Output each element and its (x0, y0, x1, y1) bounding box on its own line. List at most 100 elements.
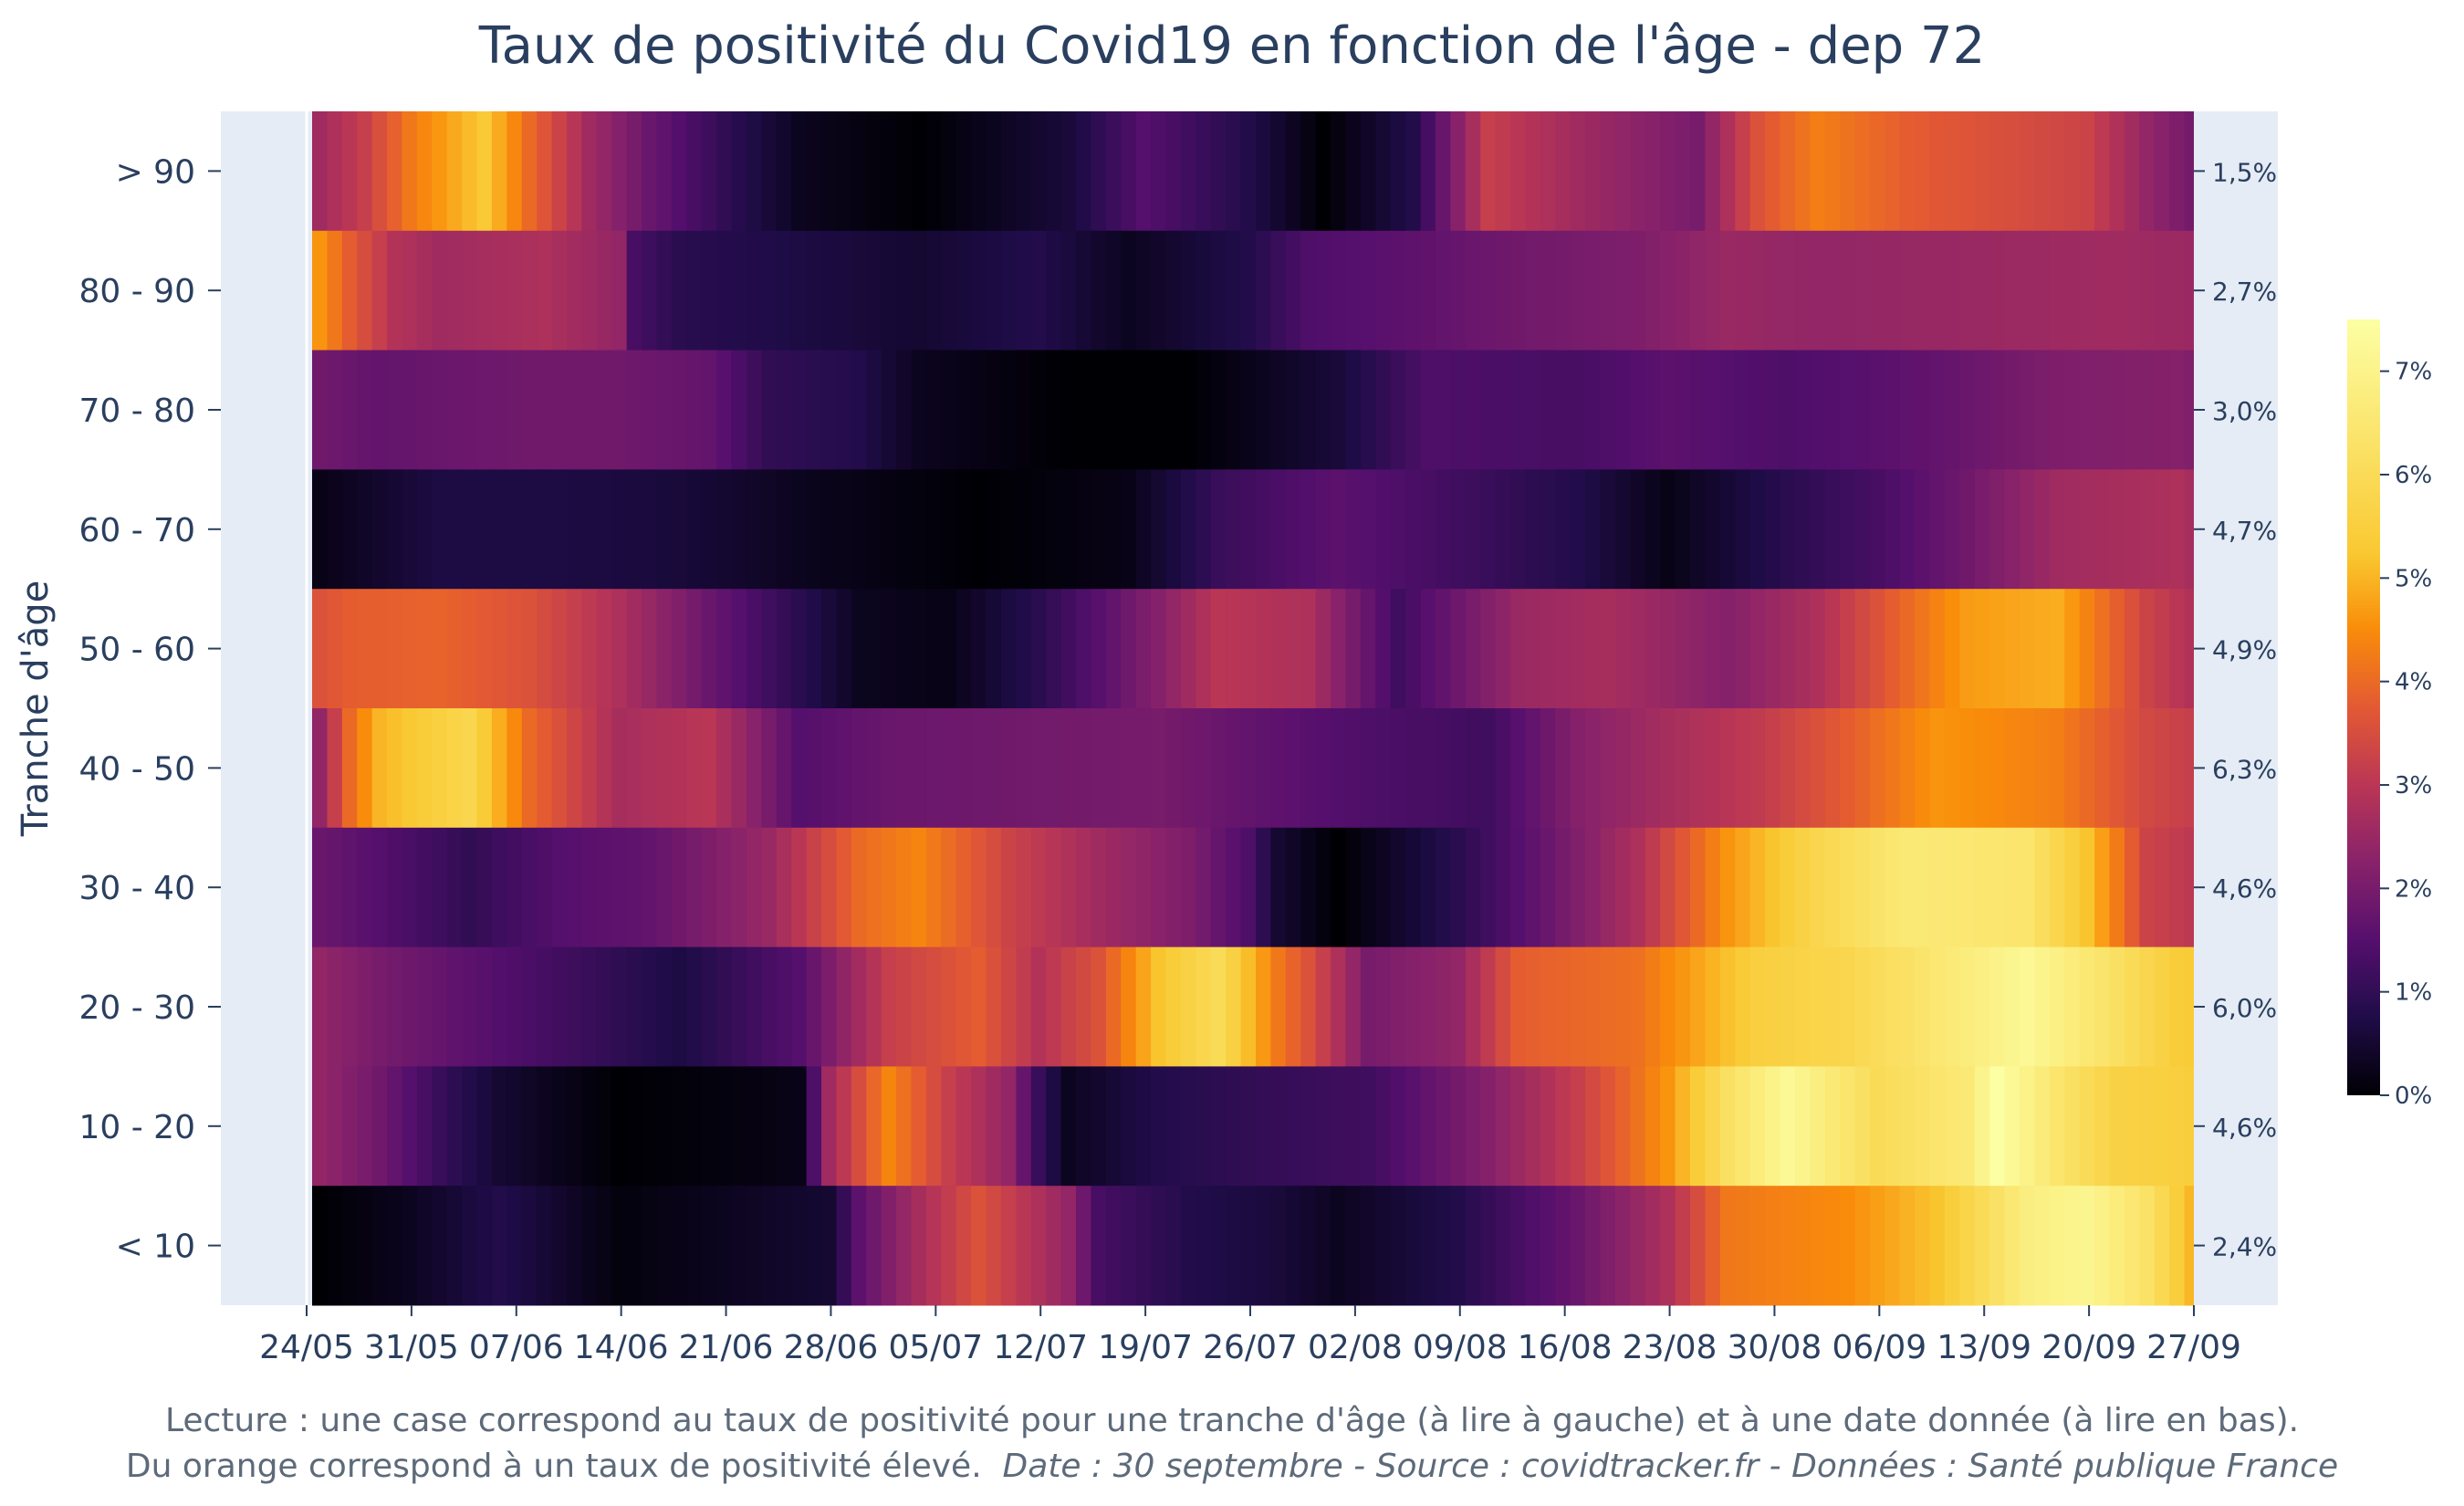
heatmap-cell (1046, 708, 1062, 829)
heatmap-cell (1915, 827, 1931, 948)
heatmap-cell (1016, 827, 1032, 948)
heatmap-cell (1420, 946, 1436, 1067)
heatmap-cell (2020, 708, 2036, 829)
heatmap-cell (567, 111, 583, 232)
heatmap-cell (2004, 1066, 2020, 1187)
heatmap-cells (305, 111, 2194, 1306)
heatmap-cell (1915, 469, 1931, 590)
right-value-label: 4,6% (2212, 1113, 2277, 1143)
heatmap-cell (1675, 350, 1691, 470)
heatmap-cell (537, 111, 553, 232)
heatmap-cell (1105, 230, 1122, 351)
heatmap-cell (1135, 230, 1152, 351)
heatmap-cell (1644, 111, 1661, 232)
heatmap-cell (1345, 469, 1362, 590)
colorbar-tick-label: 3% (2395, 772, 2432, 800)
x-tick-label: 14/06 (574, 1329, 669, 1366)
heatmap-cell (821, 1186, 838, 1306)
heatmap-cell (1869, 230, 1885, 351)
heatmap-cell (1331, 827, 1347, 948)
heatmap-cell (432, 1186, 448, 1306)
heatmap-cell (1180, 1186, 1196, 1306)
heatmap-cell (2079, 589, 2095, 709)
heatmap-cell (1210, 111, 1227, 232)
heatmap-cell (1060, 111, 1077, 232)
heatmap-cell (1495, 111, 1511, 232)
heatmap-cell (686, 708, 703, 829)
heatmap-cell (1270, 230, 1287, 351)
heatmap-cell (446, 589, 463, 709)
heatmap-cell (1749, 111, 1766, 232)
heatmap-cell (2124, 946, 2140, 1067)
heatmap-cell (446, 230, 463, 351)
y-tick-label: 30 - 40 (79, 870, 196, 907)
heatmap-cell (776, 469, 792, 590)
heatmap-cell (1899, 708, 1916, 829)
heatmap-cell (1256, 1066, 1272, 1187)
heatmap-cell (626, 708, 642, 829)
heatmap-cell (955, 827, 972, 948)
heatmap-cell (761, 708, 778, 829)
heatmap-cell (626, 469, 642, 590)
heatmap-cell (1285, 111, 1301, 232)
heatmap-cell (731, 827, 747, 948)
heatmap-cell (1435, 589, 1451, 709)
heatmap-cell (1869, 589, 1885, 709)
heatmap-cell (1989, 708, 2006, 829)
heatmap-cell (1360, 350, 1376, 470)
heatmap-cell (1345, 827, 1362, 948)
heatmap-cell (1944, 1186, 1960, 1306)
heatmap-cell (1675, 946, 1691, 1067)
heatmap-cell (476, 469, 493, 590)
heatmap-cell (1794, 469, 1811, 590)
heatmap-cell (1810, 827, 1826, 948)
x-tick-label: 07/06 (469, 1329, 564, 1366)
heatmap-cell (1165, 827, 1182, 948)
heatmap-cell (402, 708, 418, 829)
heatmap-cell (2154, 1186, 2170, 1306)
heatmap-cell (1121, 350, 1137, 470)
heatmap-cell (1974, 1066, 1990, 1187)
y-tick-label: < 10 (116, 1229, 195, 1266)
heatmap-cell (1495, 827, 1511, 948)
heatmap-cell (1270, 589, 1287, 709)
heatmap-cell (941, 1066, 957, 1187)
heatmap-cell (851, 1186, 867, 1306)
heatmap-cell (1480, 589, 1497, 709)
heatmap-cell (1929, 1066, 1946, 1187)
heatmap-cell (1959, 111, 1976, 232)
heatmap-cell (2124, 1186, 2140, 1306)
heatmap-cell (1630, 708, 1646, 829)
heatmap-cell (1180, 230, 1196, 351)
heatmap-cell (1689, 589, 1706, 709)
heatmap-cell (1076, 111, 1092, 232)
heatmap-cell (1285, 230, 1301, 351)
heatmap-cell (1614, 708, 1631, 829)
heatmap-cell (1660, 350, 1676, 470)
heatmap-cell (671, 230, 687, 351)
heatmap-cell (1585, 1186, 1602, 1306)
heatmap-cell (941, 708, 957, 829)
heatmap-cell (1180, 1066, 1196, 1187)
heatmap-cell (1915, 350, 1931, 470)
heatmap-cell (1600, 1186, 1616, 1306)
heatmap-cell (1405, 708, 1422, 829)
heatmap-cell (1600, 469, 1616, 590)
x-tick-label: 06/09 (1832, 1329, 1926, 1366)
heatmap-cell (491, 946, 507, 1067)
heatmap-cell (1405, 1066, 1422, 1187)
heatmap-cell (1719, 827, 1736, 948)
heatmap-cell (416, 230, 433, 351)
heatmap-cell (1105, 589, 1122, 709)
heatmap-cell (1869, 111, 1885, 232)
heatmap-cell (1000, 350, 1017, 470)
heatmap-cell (851, 230, 867, 351)
heatmap-cell (1705, 946, 1721, 1067)
heatmap-cell (1689, 827, 1706, 948)
heatmap-cell (1510, 827, 1527, 948)
heatmap-cell (821, 946, 838, 1067)
heatmap-cell (2154, 230, 2170, 351)
heatmap-cell (1046, 111, 1062, 232)
heatmap-cell (371, 946, 388, 1067)
heatmap-cell (1510, 589, 1527, 709)
